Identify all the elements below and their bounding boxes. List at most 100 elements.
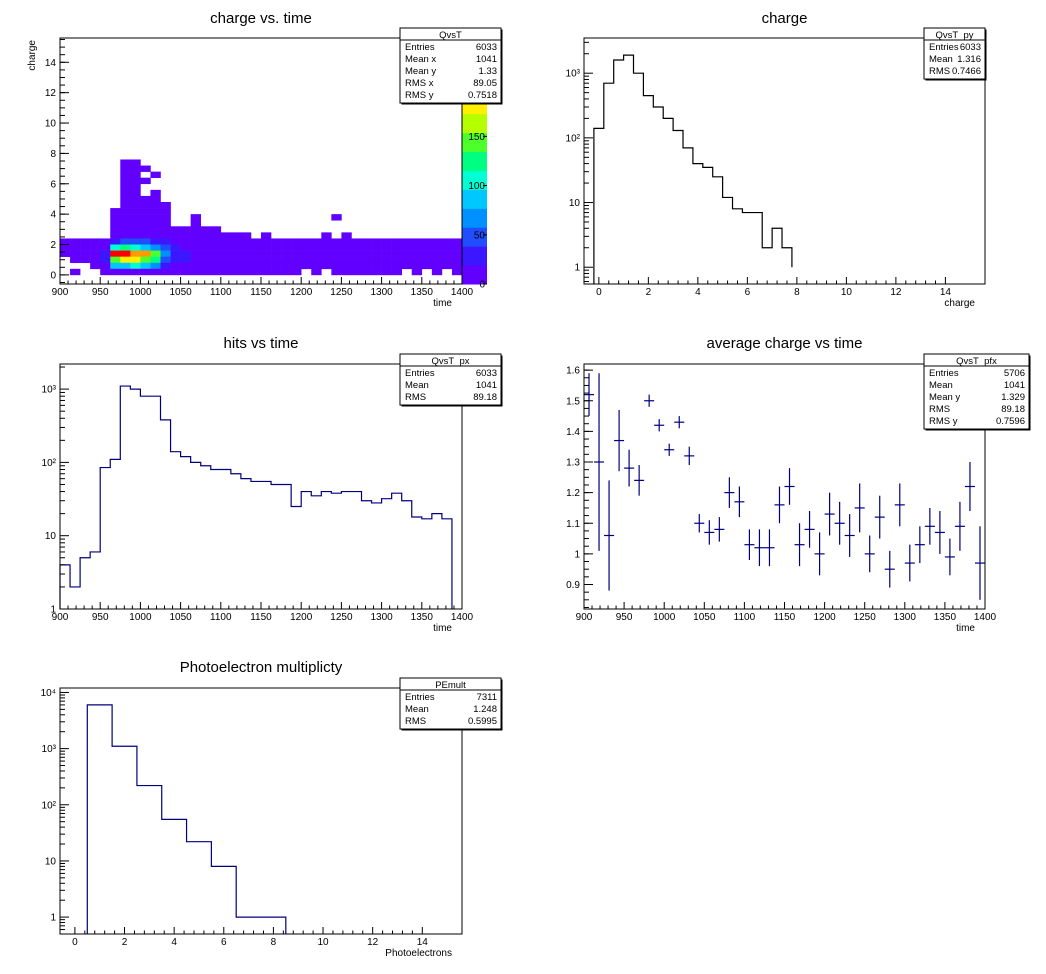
heatmap-cell xyxy=(361,244,372,251)
heatmap-cell xyxy=(190,250,201,257)
heatmap-cell xyxy=(371,268,382,276)
profile-point xyxy=(944,538,955,576)
heatmap-cell xyxy=(90,244,101,251)
heatmap-cell xyxy=(271,262,282,270)
heatmap-cell xyxy=(120,268,131,276)
stats-value: 1041 xyxy=(476,380,497,391)
heatmap-cell xyxy=(180,226,191,233)
heatmap-cell xyxy=(240,250,252,257)
heatmap-cell xyxy=(271,256,282,264)
y-tick-label: 14 xyxy=(45,58,57,69)
stats-box xyxy=(399,677,502,730)
heatmap-cell xyxy=(321,250,332,257)
heatmap-cell xyxy=(130,262,141,270)
heatmap-cell xyxy=(431,256,443,264)
heatmap-cell xyxy=(190,244,201,251)
heatmap-cell xyxy=(160,244,171,251)
y-tick-label: 1.2 xyxy=(566,488,580,499)
colorbar-segment xyxy=(462,227,487,238)
colorbar-segment xyxy=(462,179,487,190)
heatmap-cell xyxy=(110,238,121,245)
heatmap-cell xyxy=(100,244,111,251)
heatmap-cell xyxy=(421,238,433,245)
heatmap-cell xyxy=(240,238,252,245)
profile-point xyxy=(764,529,775,567)
heatmap-cell xyxy=(210,256,222,264)
x-tick-label: 0 xyxy=(72,937,78,948)
heatmap-cell xyxy=(100,250,111,257)
heatmap-cell xyxy=(271,268,282,276)
stats-label: Mean xyxy=(929,380,953,391)
heatmap-cell xyxy=(421,244,433,251)
x-axis-label: charge xyxy=(944,298,975,309)
chart-title: charge xyxy=(762,10,808,27)
heatmap-cell xyxy=(371,250,382,257)
stats-label: RMS xyxy=(929,66,950,77)
heatmap-cell xyxy=(421,250,433,257)
profile-point xyxy=(644,394,655,407)
heatmap-cell xyxy=(341,262,352,270)
stats-value: 6033 xyxy=(476,368,497,379)
y-tick-label: 0 xyxy=(50,270,56,281)
heatmap-cell xyxy=(411,256,423,264)
heatmap-cell xyxy=(150,226,161,233)
heatmap-cell xyxy=(451,238,463,245)
stats-value: 0.7518 xyxy=(468,90,497,101)
x-tick-label: 950 xyxy=(616,612,633,623)
heatmap-cell xyxy=(230,238,242,245)
heatmap-cell xyxy=(200,256,212,264)
heatmap-cell xyxy=(170,256,181,264)
heatmap-cell xyxy=(70,256,81,264)
profile-point xyxy=(724,477,735,508)
heatmap-cell xyxy=(331,268,342,276)
colorbar-tick-label: 50 xyxy=(474,230,486,241)
heatmap-cell xyxy=(190,232,201,239)
heatmap-cell xyxy=(421,262,433,270)
heatmap-cell xyxy=(160,226,171,233)
heatmap-cell xyxy=(120,250,131,257)
heatmap-cell xyxy=(60,238,71,245)
heatmap-cell xyxy=(160,232,171,239)
heatmap-cell xyxy=(261,250,272,257)
y-tick-label: 10³ xyxy=(42,385,57,396)
heatmap-cell xyxy=(240,268,252,276)
heatmap-cell xyxy=(120,177,131,185)
stats-value: 89.18 xyxy=(1001,404,1025,415)
x-tick-label: 1350 xyxy=(411,287,434,298)
stats-label: Entries xyxy=(405,42,435,53)
x-tick-label: 10 xyxy=(841,287,853,298)
y-tick-label: 0.9 xyxy=(566,580,580,591)
x-tick-label: 1150 xyxy=(774,612,796,623)
x-tick-label: 1050 xyxy=(169,612,192,623)
heatmap-cell xyxy=(140,256,151,264)
profile-point xyxy=(954,501,965,551)
x-tick-label: 1350 xyxy=(411,612,434,623)
y-axis-label: charge xyxy=(27,40,38,71)
heatmap-cell xyxy=(200,238,212,245)
heatmap-cell xyxy=(200,250,212,257)
stats-value: 89.18 xyxy=(473,392,497,403)
heatmap-cell xyxy=(220,262,232,270)
heatmap-cell xyxy=(291,244,302,251)
stats-label: Mean xyxy=(405,380,429,391)
heatmap-cell xyxy=(321,262,332,270)
x-tick-label: 950 xyxy=(92,612,109,623)
heatmap-cell xyxy=(371,262,382,270)
x-tick-label: 1000 xyxy=(129,287,152,298)
heatmap-cell xyxy=(220,256,232,264)
x-tick-label: 8 xyxy=(794,287,800,298)
profile-point xyxy=(914,526,925,564)
heatmap-cell xyxy=(331,250,342,257)
stats-value: 5706 xyxy=(1004,368,1025,379)
heatmap-cell xyxy=(120,159,131,166)
stats-title: QvsT_px xyxy=(431,356,469,367)
heatmap-cell xyxy=(240,262,252,270)
heatmap-cell xyxy=(160,238,171,245)
x-tick-label: 0 xyxy=(596,287,602,298)
y-tick-label: 10 xyxy=(45,531,57,542)
heatmap-cell xyxy=(261,256,272,264)
heatmap-cell xyxy=(431,250,443,257)
heatmap-cell xyxy=(130,268,141,276)
x-tick-label: 6 xyxy=(745,287,751,298)
heatmap-cell xyxy=(391,250,402,257)
